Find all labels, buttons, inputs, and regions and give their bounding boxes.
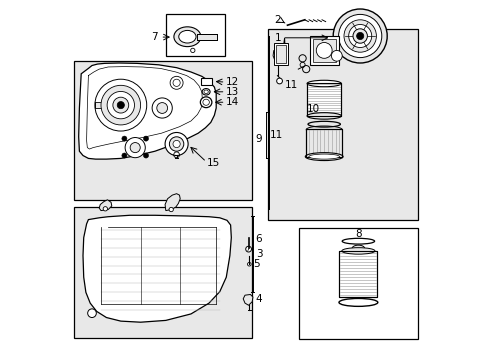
Circle shape [316, 42, 332, 58]
Ellipse shape [204, 90, 208, 94]
Circle shape [170, 76, 183, 89]
Circle shape [152, 98, 172, 118]
Circle shape [122, 136, 127, 141]
Ellipse shape [307, 80, 342, 87]
Bar [313, 39, 336, 62]
Text: 10: 10 [307, 104, 320, 114]
Text: 12: 12 [226, 77, 240, 87]
Polygon shape [243, 294, 253, 305]
Polygon shape [83, 215, 231, 322]
Ellipse shape [306, 126, 342, 133]
Polygon shape [273, 38, 285, 60]
Bar [307, 83, 342, 116]
Text: 9: 9 [256, 134, 262, 144]
Circle shape [95, 79, 147, 131]
Bar [275, 45, 286, 63]
Circle shape [157, 103, 168, 113]
Ellipse shape [307, 113, 342, 119]
Circle shape [88, 309, 97, 318]
Ellipse shape [202, 89, 210, 95]
Text: 14: 14 [226, 97, 240, 107]
Bar [339, 251, 377, 297]
Circle shape [170, 137, 184, 151]
Text: 11: 11 [270, 130, 283, 140]
Bar [306, 129, 342, 157]
Bar [274, 43, 288, 65]
Circle shape [333, 9, 387, 63]
Text: 8: 8 [355, 229, 362, 239]
Circle shape [339, 14, 382, 58]
Circle shape [169, 207, 173, 212]
Text: 1: 1 [274, 33, 281, 43]
Bar [74, 61, 252, 200]
Bar [166, 14, 225, 56]
Ellipse shape [305, 153, 343, 161]
Circle shape [277, 78, 282, 84]
Polygon shape [165, 194, 180, 211]
Circle shape [107, 91, 134, 119]
Circle shape [344, 20, 376, 52]
Circle shape [173, 140, 180, 148]
Circle shape [349, 24, 372, 48]
Bar [307, 83, 342, 116]
Ellipse shape [203, 99, 209, 105]
Text: 11: 11 [285, 80, 298, 90]
Circle shape [130, 143, 140, 153]
Text: 7: 7 [151, 32, 158, 42]
Text: 6: 6 [255, 234, 262, 244]
Circle shape [165, 132, 188, 156]
Circle shape [331, 50, 342, 61]
Text: 13: 13 [226, 87, 240, 97]
Text: 2: 2 [274, 15, 281, 25]
Bar [306, 129, 342, 157]
Ellipse shape [174, 27, 201, 46]
Bar [197, 34, 217, 40]
Polygon shape [79, 63, 216, 159]
Text: 3: 3 [256, 249, 263, 259]
Bar [310, 36, 339, 65]
Bar [95, 102, 109, 108]
Circle shape [357, 32, 364, 40]
Bar [339, 251, 377, 297]
Ellipse shape [179, 31, 196, 43]
Circle shape [113, 97, 129, 113]
Ellipse shape [352, 245, 365, 252]
Circle shape [173, 79, 180, 86]
Ellipse shape [342, 248, 375, 254]
Text: 15: 15 [207, 158, 220, 168]
Circle shape [245, 246, 251, 252]
Bar [201, 78, 212, 85]
Circle shape [247, 262, 251, 266]
Bar [269, 29, 418, 220]
Ellipse shape [309, 154, 340, 159]
Circle shape [101, 85, 141, 125]
Circle shape [353, 29, 368, 43]
Circle shape [117, 102, 124, 109]
Circle shape [122, 153, 127, 158]
Circle shape [144, 136, 148, 141]
Polygon shape [99, 200, 112, 211]
Text: 4: 4 [255, 294, 262, 304]
Circle shape [144, 153, 148, 158]
Text: 5: 5 [253, 258, 260, 269]
Ellipse shape [200, 97, 212, 108]
Bar [74, 207, 252, 338]
Circle shape [125, 138, 145, 158]
Bar [299, 228, 418, 339]
Circle shape [103, 207, 107, 211]
